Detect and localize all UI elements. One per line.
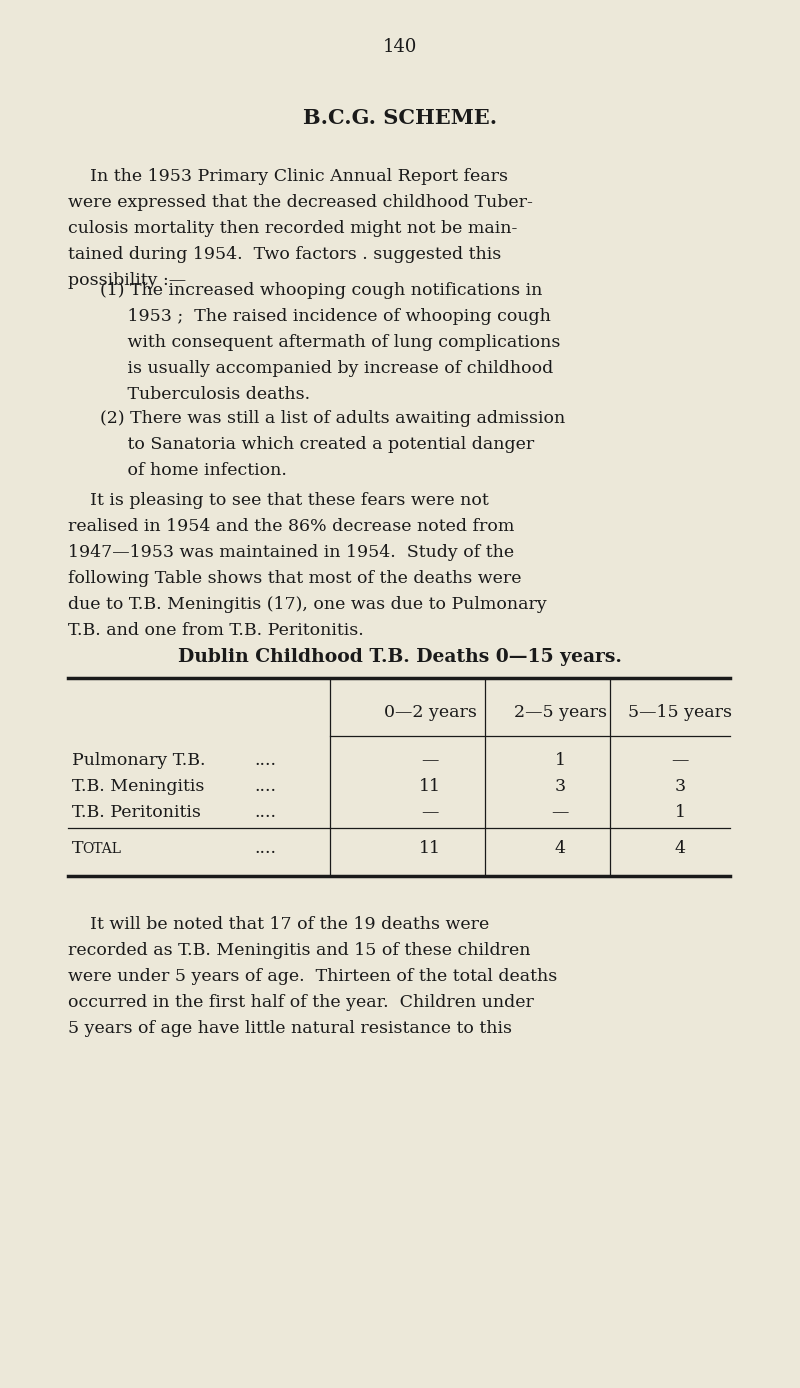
Text: Dublin Childhood T.B. Deaths 0—15 years.: Dublin Childhood T.B. Deaths 0—15 years. <box>178 648 622 666</box>
Text: due to T.B. Meningitis (17), one was due to Pulmonary: due to T.B. Meningitis (17), one was due… <box>68 595 546 613</box>
Text: 11: 11 <box>419 779 441 795</box>
Text: recorded as T.B. Meningitis and 15 of these children: recorded as T.B. Meningitis and 15 of th… <box>68 942 530 959</box>
Text: 0—2 years: 0—2 years <box>383 704 477 720</box>
Text: T: T <box>72 840 83 856</box>
Text: OTAL: OTAL <box>82 843 121 856</box>
Text: culosis mortality then recorded might not be main-: culosis mortality then recorded might no… <box>68 221 518 237</box>
Text: 1953 ;  The raised incidence of whooping cough: 1953 ; The raised incidence of whooping … <box>100 308 551 325</box>
Text: tained during 1954.  Two factors . suggested this: tained during 1954. Two factors . sugges… <box>68 246 502 262</box>
Text: —: — <box>551 804 569 820</box>
Text: with consequent aftermath of lung complications: with consequent aftermath of lung compli… <box>100 335 560 351</box>
Text: of home infection.: of home infection. <box>100 462 287 479</box>
Text: 2—5 years: 2—5 years <box>514 704 606 720</box>
Text: were expressed that the decreased childhood Tuber-: were expressed that the decreased childh… <box>68 194 533 211</box>
Text: 1: 1 <box>674 804 686 820</box>
Text: 1: 1 <box>554 752 566 769</box>
Text: were under 5 years of age.  Thirteen of the total deaths: were under 5 years of age. Thirteen of t… <box>68 967 558 985</box>
Text: ....: .... <box>254 804 276 820</box>
Text: is usually accompanied by increase of childhood: is usually accompanied by increase of ch… <box>100 359 554 378</box>
Text: (1) The increased whooping cough notifications in: (1) The increased whooping cough notific… <box>100 282 542 298</box>
Text: 4: 4 <box>554 840 566 856</box>
Text: occurred in the first half of the year.  Children under: occurred in the first half of the year. … <box>68 994 534 1010</box>
Text: (2) There was still a list of adults awaiting admission: (2) There was still a list of adults awa… <box>100 409 566 428</box>
Text: —: — <box>422 804 438 820</box>
Text: It will be noted that 17 of the 19 deaths were: It will be noted that 17 of the 19 death… <box>68 916 490 933</box>
Text: It is pleasing to see that these fears were not: It is pleasing to see that these fears w… <box>68 491 489 509</box>
Text: 4: 4 <box>674 840 686 856</box>
Text: —: — <box>671 752 689 769</box>
Text: following Table shows that most of the deaths were: following Table shows that most of the d… <box>68 570 522 587</box>
Text: 11: 11 <box>419 840 441 856</box>
Text: T.B. Meningitis: T.B. Meningitis <box>72 779 204 795</box>
Text: 140: 140 <box>383 37 417 56</box>
Text: B.C.G. SCHEME.: B.C.G. SCHEME. <box>303 108 497 128</box>
Text: realised in 1954 and the 86% decrease noted from: realised in 1954 and the 86% decrease no… <box>68 518 514 534</box>
Text: 5—15 years: 5—15 years <box>628 704 732 720</box>
Text: T.B. and one from T.B. Peritonitis.: T.B. and one from T.B. Peritonitis. <box>68 622 364 638</box>
Text: —: — <box>422 752 438 769</box>
Text: T.B. Peritonitis: T.B. Peritonitis <box>72 804 201 820</box>
Text: 3: 3 <box>674 779 686 795</box>
Text: Pulmonary T.B.: Pulmonary T.B. <box>72 752 206 769</box>
Text: Tuberculosis deaths.: Tuberculosis deaths. <box>100 386 310 403</box>
Text: 5 years of age have little natural resistance to this: 5 years of age have little natural resis… <box>68 1020 512 1037</box>
Text: ....: .... <box>254 752 276 769</box>
Text: ....: .... <box>254 779 276 795</box>
Text: 1947—1953 was maintained in 1954.  Study of the: 1947—1953 was maintained in 1954. Study … <box>68 544 514 561</box>
Text: ....: .... <box>254 840 276 856</box>
Text: possibility :—: possibility :— <box>68 272 186 289</box>
Text: to Sanatoria which created a potential danger: to Sanatoria which created a potential d… <box>100 436 534 452</box>
Text: In the 1953 Primary Clinic Annual Report fears: In the 1953 Primary Clinic Annual Report… <box>68 168 508 185</box>
Text: 3: 3 <box>554 779 566 795</box>
